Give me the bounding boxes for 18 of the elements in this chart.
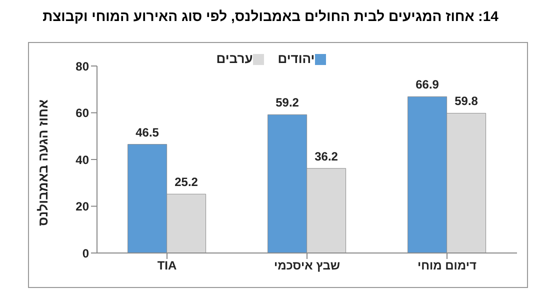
y-tick-label: 80 [76, 59, 90, 74]
legend-label: ערבים [216, 51, 253, 66]
data-label: 59.2 [276, 96, 300, 110]
data-label: 46.5 [136, 125, 160, 140]
legend-label: יהודים [278, 51, 315, 66]
data-label: 66.9 [416, 78, 440, 92]
x-tick-label: שבץ איסכמי [274, 258, 340, 273]
y-tick-label: 60 [76, 106, 90, 120]
y-tick-label: 0 [82, 246, 90, 260]
data-label: 25.2 [174, 175, 198, 190]
x-tick-label: TIA [157, 258, 177, 273]
y-tick-label: 20 [76, 200, 90, 214]
y-tick-label: 40 [76, 152, 90, 167]
data-label: 36.2 [314, 149, 338, 164]
y-axis-title: אחוז הגעה באמבולנס [36, 99, 51, 226]
x-tick-label: דימום מוחי [417, 258, 477, 273]
data-label: 59.8 [454, 94, 478, 108]
chart-title: 14: אחוז המגיעים לבית החולים באמבולנס, לפי סוג האירוע המוחי וקבוצת [42, 8, 500, 26]
